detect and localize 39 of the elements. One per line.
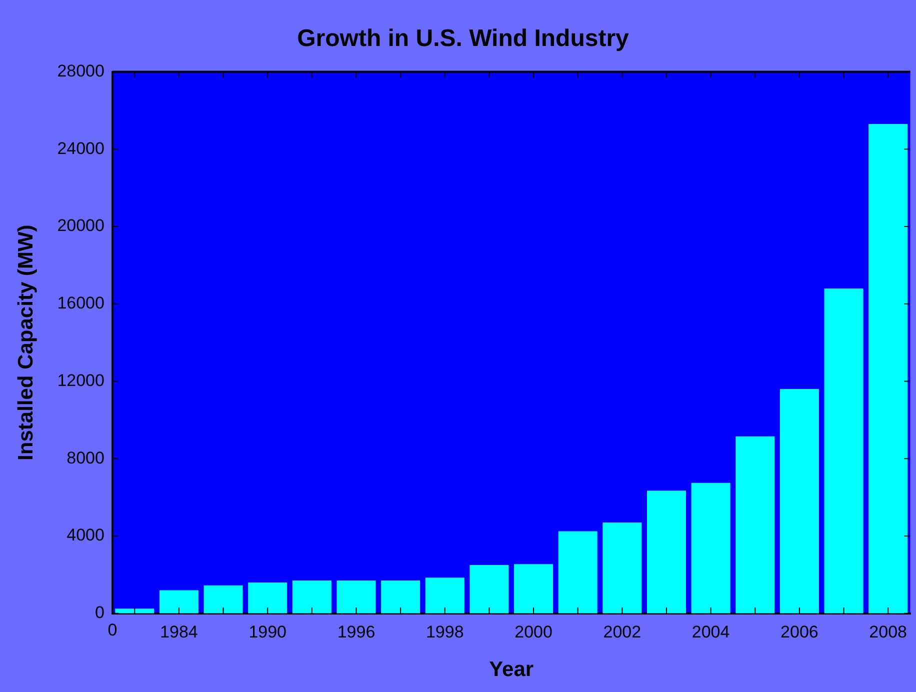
y-tick-label: 16000: [57, 294, 104, 313]
bar: [159, 590, 198, 614]
bar: [292, 580, 332, 614]
chart-title: Growth in U.S. Wind Industry: [297, 25, 630, 52]
x-tick-label: 2004: [692, 622, 730, 642]
bar: [780, 389, 819, 614]
bar: [602, 522, 642, 614]
bar: [646, 490, 686, 614]
x-tick-label: 2008: [869, 622, 908, 642]
bar: [204, 585, 243, 614]
x-axis-title: Year: [489, 658, 534, 682]
x-tick-label: 2002: [603, 622, 642, 642]
y-axis-title: Installed Capacity (MW): [14, 224, 38, 460]
bar: [824, 288, 864, 614]
y-tick-label: 12000: [57, 370, 104, 390]
bar: [736, 436, 775, 614]
y-tick-label: 4000: [66, 526, 104, 545]
x-tick-label: 2006: [780, 622, 818, 642]
bar: [336, 580, 376, 614]
x-tick-label: 1996: [337, 622, 376, 642]
bar: [691, 482, 730, 614]
y-tick-label: 8000: [66, 448, 104, 468]
text: 0: [108, 620, 118, 640]
x-tick-label: 1990: [248, 622, 287, 642]
x-tick-label: 2000: [514, 622, 552, 642]
bar: [248, 582, 288, 614]
x-tick-label: 1984: [160, 622, 198, 642]
bar: [868, 124, 908, 614]
bar: [381, 580, 420, 614]
y-tick-label: 0: [95, 603, 104, 622]
bar: [558, 531, 598, 614]
y-tick-label: 28000: [57, 61, 104, 80]
y-tick-label: 20000: [57, 216, 104, 236]
bar: [425, 578, 464, 614]
y-tick-label: 24000: [57, 138, 104, 158]
x-tick-label: 1998: [426, 622, 464, 642]
bar: [514, 564, 554, 614]
bar: [115, 608, 154, 614]
bar: [470, 565, 509, 614]
